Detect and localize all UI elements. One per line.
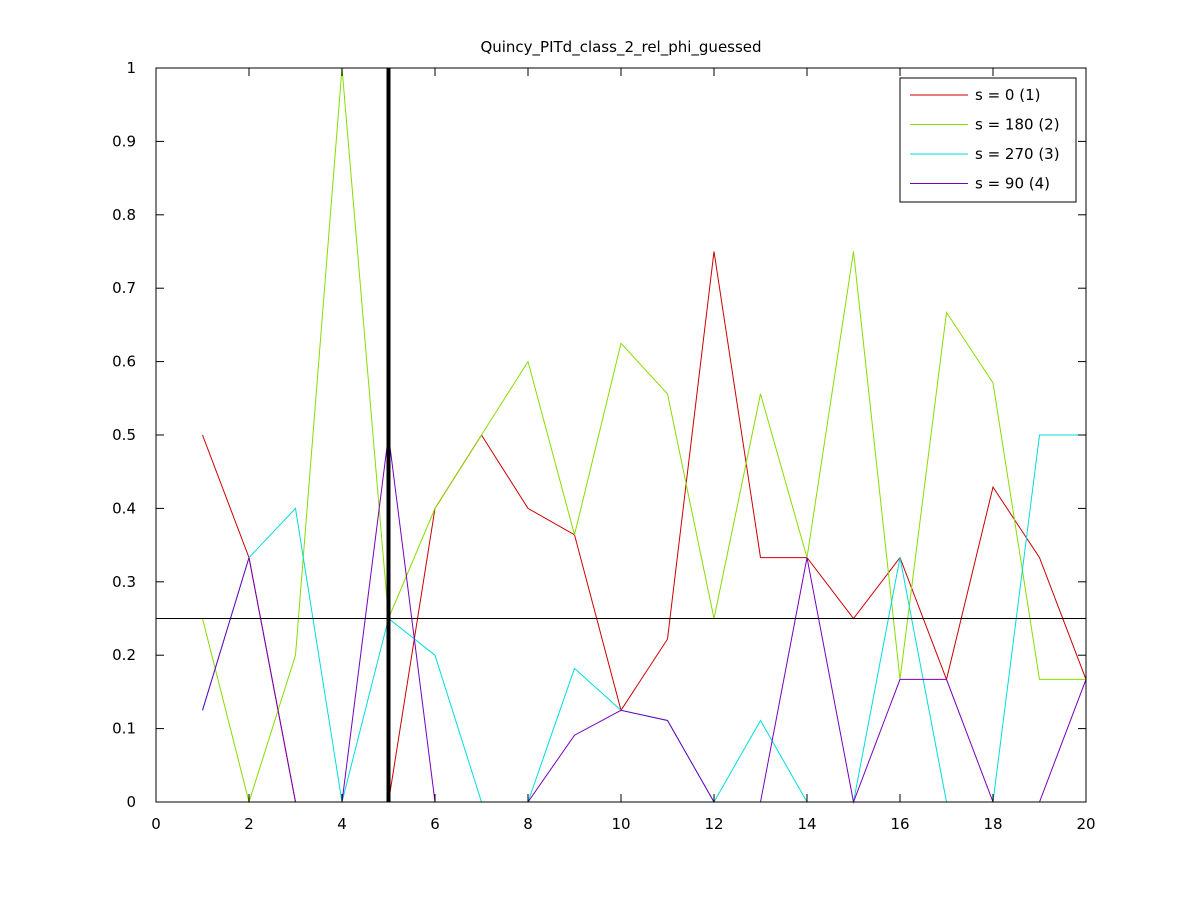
legend-label-2: s = 180 (2) — [975, 116, 1060, 134]
x-tick-label: 2 — [244, 815, 254, 833]
y-tick-label: 0.5 — [112, 426, 136, 444]
y-tick-label: 0.8 — [112, 206, 136, 224]
x-tick-label: 14 — [797, 815, 816, 833]
y-tick-label: 0.3 — [112, 573, 136, 591]
x-tick-label: 6 — [430, 815, 440, 833]
chart-title: Quincy_PITd_class_2_rel_phi_guessed — [480, 38, 761, 57]
legend-label-1: s = 0 (1) — [975, 86, 1040, 104]
x-tick-label: 8 — [523, 815, 533, 833]
legend-label-3: s = 270 (3) — [975, 145, 1060, 163]
legend-label-4: s = 90 (4) — [975, 175, 1050, 193]
x-tick-label: 4 — [337, 815, 347, 833]
y-tick-label: 0.7 — [112, 279, 136, 297]
x-tick-label: 0 — [151, 815, 161, 833]
x-tick-label: 20 — [1076, 815, 1095, 833]
y-tick-label: 0.2 — [112, 646, 136, 664]
y-tick-label: 0 — [126, 793, 136, 811]
y-tick-label: 0.1 — [112, 720, 136, 738]
y-tick-label: 1 — [126, 59, 136, 77]
x-tick-label: 10 — [611, 815, 630, 833]
legend-box — [899, 77, 1077, 203]
x-tick-label: 16 — [890, 815, 909, 833]
y-tick-label: 0.4 — [112, 499, 136, 517]
axis-ticks: 0 2 4 6 8 10 12 14 16 18 20 0 0.1 0.2 0.3 0.4 0.5 0.6 0.7 0… — [112, 59, 1095, 833]
y-tick-label: 0.9 — [112, 132, 136, 150]
y-tick-label: 0.6 — [112, 353, 136, 371]
series-line-4 — [202, 434, 1087, 804]
legend: s = 0 (1) s = 180 (2) s = 270 (3) s = 90 (4… — [899, 77, 1077, 203]
series-line-2 — [202, 67, 1086, 804]
reference-lines — [156, 68, 1086, 802]
x-tick-label: 12 — [704, 815, 723, 833]
x-tick-label: 18 — [983, 815, 1002, 833]
